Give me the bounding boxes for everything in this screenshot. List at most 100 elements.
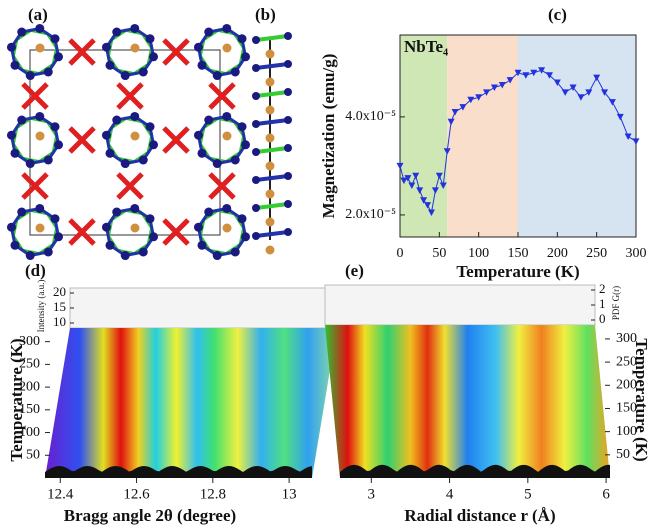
atom	[51, 34, 60, 43]
atom	[238, 214, 247, 223]
atom	[222, 112, 231, 121]
z-tick-label: 0	[599, 311, 606, 326]
atom	[241, 52, 250, 61]
atom	[17, 27, 26, 36]
y-axis-label: Temperature (K)	[632, 338, 651, 461]
atom	[131, 132, 140, 141]
ring-edge	[256, 36, 288, 40]
x-axis-label: Temperature (K)	[456, 262, 579, 281]
atom	[252, 120, 260, 128]
atom	[10, 241, 19, 250]
atom	[284, 116, 292, 124]
bond	[118, 174, 142, 198]
atom	[121, 71, 130, 80]
ring	[11, 208, 58, 255]
crystal-structures	[7, 24, 292, 260]
y-tick-label: 4.0x10⁻⁵	[345, 109, 396, 124]
bond	[210, 174, 234, 198]
atom	[284, 32, 292, 40]
x-tick-label: 13	[282, 486, 297, 502]
region	[518, 35, 636, 237]
atom	[17, 207, 26, 216]
x-tick-label: 3	[368, 486, 376, 502]
atom	[266, 78, 275, 87]
atom	[252, 232, 260, 240]
z-tick-label: 15	[53, 299, 66, 314]
atom	[194, 43, 203, 52]
atom	[44, 248, 53, 257]
atom	[284, 88, 292, 96]
atom	[51, 214, 60, 223]
atom	[10, 149, 19, 158]
atom	[231, 156, 240, 165]
atom	[197, 61, 206, 70]
atom	[241, 232, 250, 241]
atom	[26, 251, 35, 260]
atom	[146, 214, 155, 223]
region	[400, 35, 447, 237]
x-tick-label: 12.6	[123, 486, 150, 502]
atom	[238, 122, 247, 131]
z-axis-label: PDF G(r)	[611, 286, 621, 320]
atom	[139, 68, 148, 77]
atom	[266, 162, 275, 171]
z-tick-label: 10	[53, 314, 66, 329]
atom	[102, 131, 111, 140]
back-plane	[325, 285, 595, 325]
atom	[266, 218, 275, 227]
atom	[213, 159, 222, 168]
atom	[252, 36, 260, 44]
atom	[231, 248, 240, 257]
ring	[11, 116, 58, 163]
ring-edge	[256, 64, 288, 68]
atom	[194, 223, 203, 232]
y-axis-label: Temperature (K)	[7, 338, 26, 461]
bond	[164, 128, 188, 152]
atom	[26, 159, 35, 168]
atom	[131, 224, 140, 233]
back-plane	[70, 288, 337, 328]
atom	[252, 204, 260, 212]
atom	[54, 140, 63, 149]
atom	[146, 122, 155, 131]
ring-edge	[256, 232, 288, 236]
x-tick-label: 0	[397, 246, 404, 261]
atom	[130, 112, 139, 121]
atom	[266, 106, 275, 115]
atom	[284, 172, 292, 180]
bond	[23, 84, 47, 108]
ring-edge	[256, 176, 288, 180]
atom	[204, 27, 213, 36]
atom	[121, 251, 130, 260]
ring	[106, 116, 153, 163]
atom	[284, 60, 292, 68]
atom	[222, 204, 231, 213]
ring	[198, 116, 245, 163]
x-tick-label: 250	[586, 246, 607, 261]
atom	[105, 241, 114, 250]
surface	[45, 328, 337, 478]
atom	[252, 64, 260, 72]
x-tick-label: 150	[508, 246, 529, 261]
bond	[70, 40, 94, 64]
bond	[164, 40, 188, 64]
atom	[213, 251, 222, 260]
panel-label: (d)	[25, 261, 46, 280]
atom	[112, 115, 121, 124]
atom	[102, 43, 111, 52]
atom	[231, 68, 240, 77]
atom	[149, 232, 158, 241]
surface	[325, 325, 610, 478]
x-tick-label: 100	[468, 246, 489, 261]
z-tick-label: 20	[53, 284, 66, 299]
atom	[146, 34, 155, 43]
atom	[54, 232, 63, 241]
atom	[102, 223, 111, 232]
atom	[266, 50, 275, 59]
atom	[197, 149, 206, 158]
atom	[204, 115, 213, 124]
x-tick-label: 5	[524, 486, 532, 502]
atom	[36, 224, 45, 233]
ring-edge	[256, 120, 288, 124]
annotation: NbTe₄	[404, 37, 448, 56]
